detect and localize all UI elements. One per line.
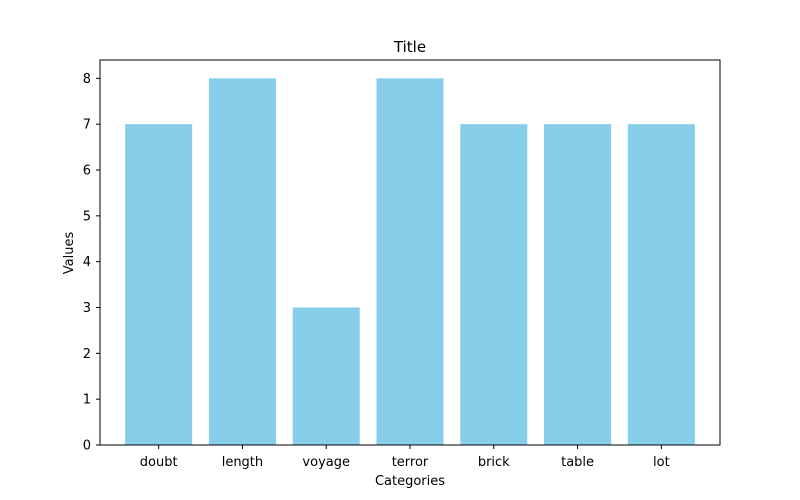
y-tick-label: 5 xyxy=(83,209,91,224)
y-tick-label: 1 xyxy=(83,393,91,408)
y-axis-title: Values xyxy=(62,232,77,275)
bar-length xyxy=(208,78,276,445)
x-tick-label: doubt xyxy=(140,455,178,470)
y-tick-label: 8 xyxy=(83,72,91,87)
bar-doubt xyxy=(125,124,193,446)
x-tick-label: length xyxy=(222,455,263,470)
x-tick-label: voyage xyxy=(302,455,350,470)
bar-brick xyxy=(460,124,528,446)
x-axis: doubt length voyage terror brick table lot xyxy=(140,445,670,470)
y-tick-label: 2 xyxy=(83,347,91,362)
chart-title: Title xyxy=(393,38,426,56)
x-tick-label: table xyxy=(561,455,594,470)
x-tick-label: lot xyxy=(653,455,670,470)
x-axis-title: Categories xyxy=(375,474,445,489)
y-tick-label: 7 xyxy=(83,118,91,133)
bar-voyage xyxy=(292,307,360,445)
x-tick-label: brick xyxy=(478,455,510,470)
bar-lot xyxy=(627,124,695,446)
y-tick-label: 3 xyxy=(83,301,91,316)
bar-terror xyxy=(376,78,444,445)
y-tick-label: 4 xyxy=(83,255,91,270)
y-axis: 0 1 2 3 4 5 6 7 8 xyxy=(83,72,100,454)
y-tick-label: 6 xyxy=(83,164,91,179)
y-tick-label: 0 xyxy=(83,439,91,454)
x-tick-label: terror xyxy=(392,455,429,470)
plot-area xyxy=(125,78,695,446)
bar-table xyxy=(544,124,612,446)
